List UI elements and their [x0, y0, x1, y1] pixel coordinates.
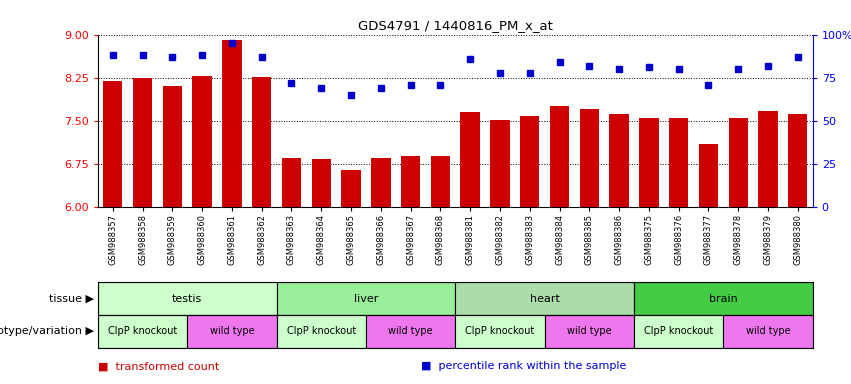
- Bar: [277, 282, 455, 315]
- Bar: [699, 144, 718, 207]
- Text: wild type: wild type: [567, 326, 612, 336]
- Text: testis: testis: [172, 293, 203, 304]
- Text: ClpP knockout: ClpP knockout: [108, 326, 177, 336]
- Bar: [580, 109, 599, 207]
- Bar: [133, 78, 152, 207]
- Text: liver: liver: [354, 293, 378, 304]
- Bar: [634, 315, 723, 348]
- Bar: [103, 81, 123, 207]
- Bar: [222, 40, 242, 207]
- Bar: [163, 86, 182, 207]
- Title: GDS4791 / 1440816_PM_x_at: GDS4791 / 1440816_PM_x_at: [358, 19, 552, 32]
- Bar: [609, 114, 629, 207]
- Bar: [455, 315, 545, 348]
- Text: ■  percentile rank within the sample: ■ percentile rank within the sample: [421, 361, 626, 371]
- Bar: [282, 159, 301, 207]
- Bar: [277, 315, 366, 348]
- Bar: [371, 159, 391, 207]
- Bar: [723, 315, 813, 348]
- Text: wild type: wild type: [388, 326, 433, 336]
- Bar: [788, 114, 808, 207]
- Bar: [634, 282, 813, 315]
- Bar: [669, 118, 688, 207]
- Bar: [490, 120, 510, 207]
- Bar: [639, 118, 659, 207]
- Bar: [550, 106, 569, 207]
- Bar: [341, 170, 361, 207]
- Text: tissue ▶: tissue ▶: [49, 293, 94, 304]
- Bar: [366, 315, 455, 348]
- Bar: [455, 282, 634, 315]
- Bar: [187, 315, 277, 348]
- Bar: [520, 116, 540, 207]
- Text: brain: brain: [709, 293, 738, 304]
- Bar: [98, 315, 187, 348]
- Text: genotype/variation ▶: genotype/variation ▶: [0, 326, 94, 336]
- Text: ■  transformed count: ■ transformed count: [98, 361, 219, 371]
- Bar: [545, 315, 634, 348]
- Bar: [460, 112, 480, 207]
- Bar: [431, 156, 450, 207]
- Text: heart: heart: [529, 293, 560, 304]
- Bar: [98, 282, 277, 315]
- Bar: [401, 156, 420, 207]
- Bar: [252, 77, 271, 207]
- Bar: [728, 118, 748, 207]
- Bar: [192, 76, 212, 207]
- Text: ClpP knockout: ClpP knockout: [644, 326, 713, 336]
- Text: ClpP knockout: ClpP knockout: [287, 326, 356, 336]
- Text: wild type: wild type: [745, 326, 791, 336]
- Text: ClpP knockout: ClpP knockout: [465, 326, 534, 336]
- Bar: [311, 159, 331, 207]
- Bar: [758, 111, 778, 207]
- Text: wild type: wild type: [209, 326, 254, 336]
